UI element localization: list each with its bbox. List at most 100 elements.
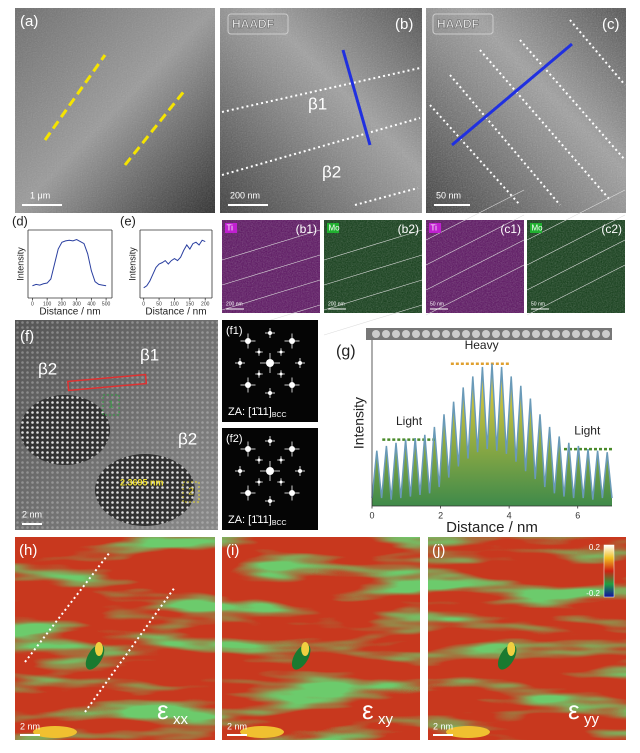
- atom: [592, 330, 600, 338]
- interface: [221, 279, 321, 311]
- interface: [323, 304, 423, 336]
- panel-label: (c2): [601, 222, 622, 236]
- panel-b: HAADF (b) β1 β2 200 nm: [220, 8, 422, 213]
- profile-line: [451, 42, 573, 147]
- strain-field: [222, 537, 420, 740]
- noise: [426, 8, 626, 213]
- strain-subscript: xx: [173, 711, 189, 728]
- panel-label: (a): [20, 13, 38, 30]
- defect: [33, 726, 77, 738]
- panel-label: (c): [602, 16, 620, 33]
- interface: [425, 214, 525, 266]
- line: [371, 363, 613, 500]
- scale-text: 2 nm: [433, 721, 453, 731]
- x-tick-label: 100: [43, 301, 52, 307]
- boundary-line: [123, 89, 187, 166]
- x-tick-label: 2: [438, 510, 443, 520]
- region-number: 2: [188, 487, 194, 498]
- strain-symbol: ε: [362, 695, 374, 725]
- panel-label: (c1): [500, 222, 521, 236]
- atom: [432, 330, 440, 338]
- atom: [502, 330, 510, 338]
- atom: [482, 330, 490, 338]
- atom: [402, 330, 410, 338]
- phase-label: β2: [178, 429, 197, 448]
- interface: [221, 67, 421, 113]
- strain-symbol: ε: [157, 695, 169, 725]
- panel-label: (f1): [226, 325, 243, 337]
- region-number: 1: [108, 400, 114, 411]
- phase-label: β2: [322, 162, 341, 181]
- phase-label: β1: [308, 94, 327, 113]
- strain-subscript: xy: [378, 711, 394, 728]
- atom: [372, 330, 380, 338]
- badge: HAADF: [232, 17, 274, 31]
- panel-label: (j): [432, 542, 445, 559]
- phase-label: β2: [38, 359, 57, 378]
- x-tick-label: 200: [201, 301, 210, 307]
- element: Ti: [431, 224, 438, 233]
- interface: [425, 239, 525, 291]
- scale-text: 200 nm: [230, 190, 260, 200]
- region-box: [102, 394, 120, 416]
- annotation: Light: [396, 414, 423, 428]
- zone-axis-subscript: BCC: [272, 412, 287, 419]
- panel-label: (g): [336, 343, 356, 360]
- y-axis-label: Intensity: [15, 247, 25, 281]
- panel-label: (i): [226, 542, 239, 559]
- interface: [323, 229, 423, 261]
- atom: [552, 330, 560, 338]
- panel-label: (b2): [398, 222, 419, 236]
- zone-axis: ZA: [1̄11]BCC: [228, 406, 287, 419]
- colorbar-label: 0.2: [589, 543, 601, 552]
- panel-label: (b): [395, 16, 413, 33]
- scale-text: 1 μm: [30, 190, 50, 200]
- scale-text: 50 nm: [531, 301, 545, 307]
- scale-text: 2 nm: [22, 509, 42, 519]
- zone-axis-text: ZA: [1̄11]: [228, 406, 272, 418]
- x-tick-label: 0: [142, 301, 145, 307]
- interface: [354, 187, 419, 206]
- atom: [582, 330, 590, 338]
- noise: [220, 8, 422, 213]
- scale-text: 2 nm: [20, 721, 40, 731]
- noise: [426, 220, 524, 313]
- defect: [240, 726, 284, 738]
- strain-symbol: ε: [568, 695, 580, 725]
- interface: [526, 189, 626, 241]
- element: Mo: [532, 224, 544, 233]
- annotation: Light: [574, 423, 601, 437]
- atom: [392, 330, 400, 338]
- interface: [24, 551, 111, 663]
- x-tick-label: 4: [507, 510, 512, 520]
- panel-label: (b1): [296, 222, 317, 236]
- eds-maps: Ti (b1) 200 nm Mo (b2) 200 nm Ti (c1) 50 nm Mo (c2…: [221, 189, 626, 336]
- scale-text: 200 nm: [226, 301, 243, 307]
- badge: HAADF: [437, 17, 479, 31]
- defect: [95, 642, 103, 656]
- x-tick-label: 0: [369, 510, 374, 520]
- x-axis-label: Distance / nm: [39, 307, 100, 318]
- element: Ti: [227, 224, 234, 233]
- strain-field: [428, 537, 626, 740]
- defect: [507, 642, 516, 656]
- interface: [221, 254, 321, 286]
- x-tick-label: 500: [102, 301, 111, 307]
- badge-box: [227, 13, 289, 35]
- scale-text: 50 nm: [436, 190, 461, 200]
- scale-text: 50 nm: [430, 301, 444, 307]
- x-tick-label: 400: [87, 301, 96, 307]
- scale-text: 2 nm: [227, 721, 247, 731]
- interface: [425, 264, 525, 316]
- y-axis-label: Intensity: [351, 397, 367, 449]
- zone-axis-subscript: BCC: [272, 520, 287, 527]
- panel-label: (d): [12, 213, 28, 228]
- atom: [442, 330, 450, 338]
- profile-line: [341, 49, 372, 146]
- strain-field: [15, 537, 215, 740]
- panel-label: (e): [120, 213, 136, 228]
- annotation: Heavy: [465, 338, 499, 352]
- region-box: [182, 481, 200, 503]
- y-axis-label: Intensity: [127, 247, 137, 281]
